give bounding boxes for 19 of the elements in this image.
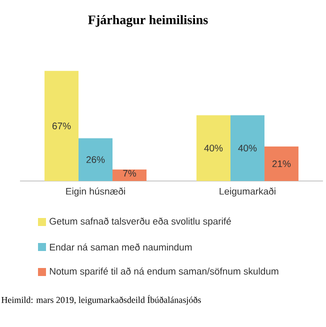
bar <box>112 169 147 181</box>
data-label: 67% <box>52 122 71 130</box>
legend-label: Getum safnað talsverðu eða svolitlu sparifé <box>50 217 231 226</box>
legend-label: Notum sparifé til að ná endum saman/söfnum skuldum <box>50 267 278 276</box>
text: Heimild: mars 2019, leigumarkaðsdeild Íbúðalánasjóðs <box>1 295 201 305</box>
bar <box>44 70 79 181</box>
data-label: 26% <box>86 156 105 163</box>
data-label: 40% <box>238 144 257 152</box>
data-label: 40% <box>204 144 223 152</box>
bar <box>264 146 298 181</box>
chart-title: Fjárhagur heimilisins <box>88 15 208 27</box>
x-tick-label: Leigumarkaði <box>220 188 276 197</box>
x-tick-label: Eigin húsnæði <box>66 188 125 197</box>
data-label: 7% <box>123 170 136 177</box>
bar <box>78 138 113 181</box>
data-label: 21% <box>272 160 291 168</box>
bar <box>230 115 264 181</box>
bar <box>196 115 230 181</box>
legend-label: Endar ná saman með naumindum <box>50 243 192 251</box>
